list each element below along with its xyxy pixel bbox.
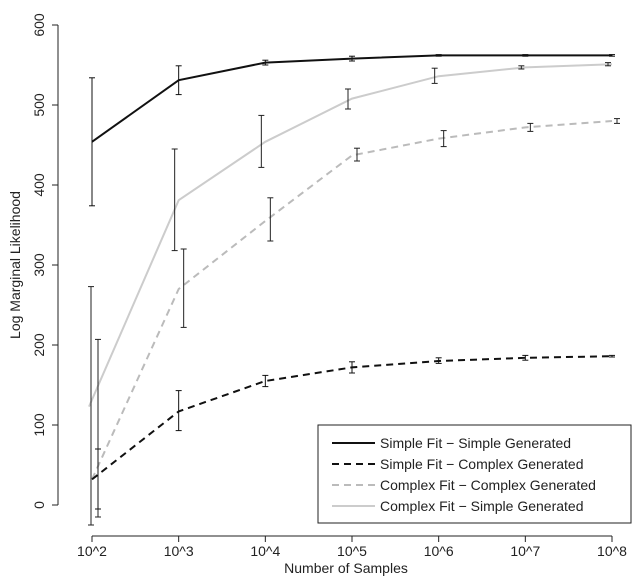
legend-label: Simple Fit − Complex Generated: [380, 456, 583, 472]
x-axis-title: Number of Samples: [284, 560, 408, 576]
y-tick-label: 100: [31, 413, 47, 437]
y-tick-label: 0: [31, 501, 47, 509]
series-0: [89, 54, 615, 207]
x-tick-label: 10^8: [597, 543, 627, 559]
x-tick-label: 10^2: [77, 543, 107, 559]
y-axis-title: Log Marginal Likelihood: [7, 191, 23, 339]
x-tick-label: 10^5: [337, 543, 367, 559]
y-tick-label: 400: [31, 173, 47, 197]
legend-label: Complex Fit − Simple Generated: [380, 498, 583, 514]
x-tick-label: 10^3: [164, 543, 194, 559]
x-tick-label: 10^6: [424, 543, 454, 559]
y-tick-label: 600: [31, 13, 47, 37]
y-tick-label: 300: [31, 253, 47, 277]
y-tick-label: 200: [31, 333, 47, 357]
y-tick-label: 500: [31, 93, 47, 117]
x-tick-label: 10^4: [250, 543, 280, 559]
series-line: [88, 63, 613, 407]
legend-label: Simple Fit − Simple Generated: [380, 435, 571, 451]
legend-label: Complex Fit − Complex Generated: [380, 477, 596, 493]
x-tick-label: 10^7: [510, 543, 540, 559]
series-1: [91, 354, 615, 510]
series-3: [88, 62, 613, 526]
series-line: [91, 120, 613, 480]
